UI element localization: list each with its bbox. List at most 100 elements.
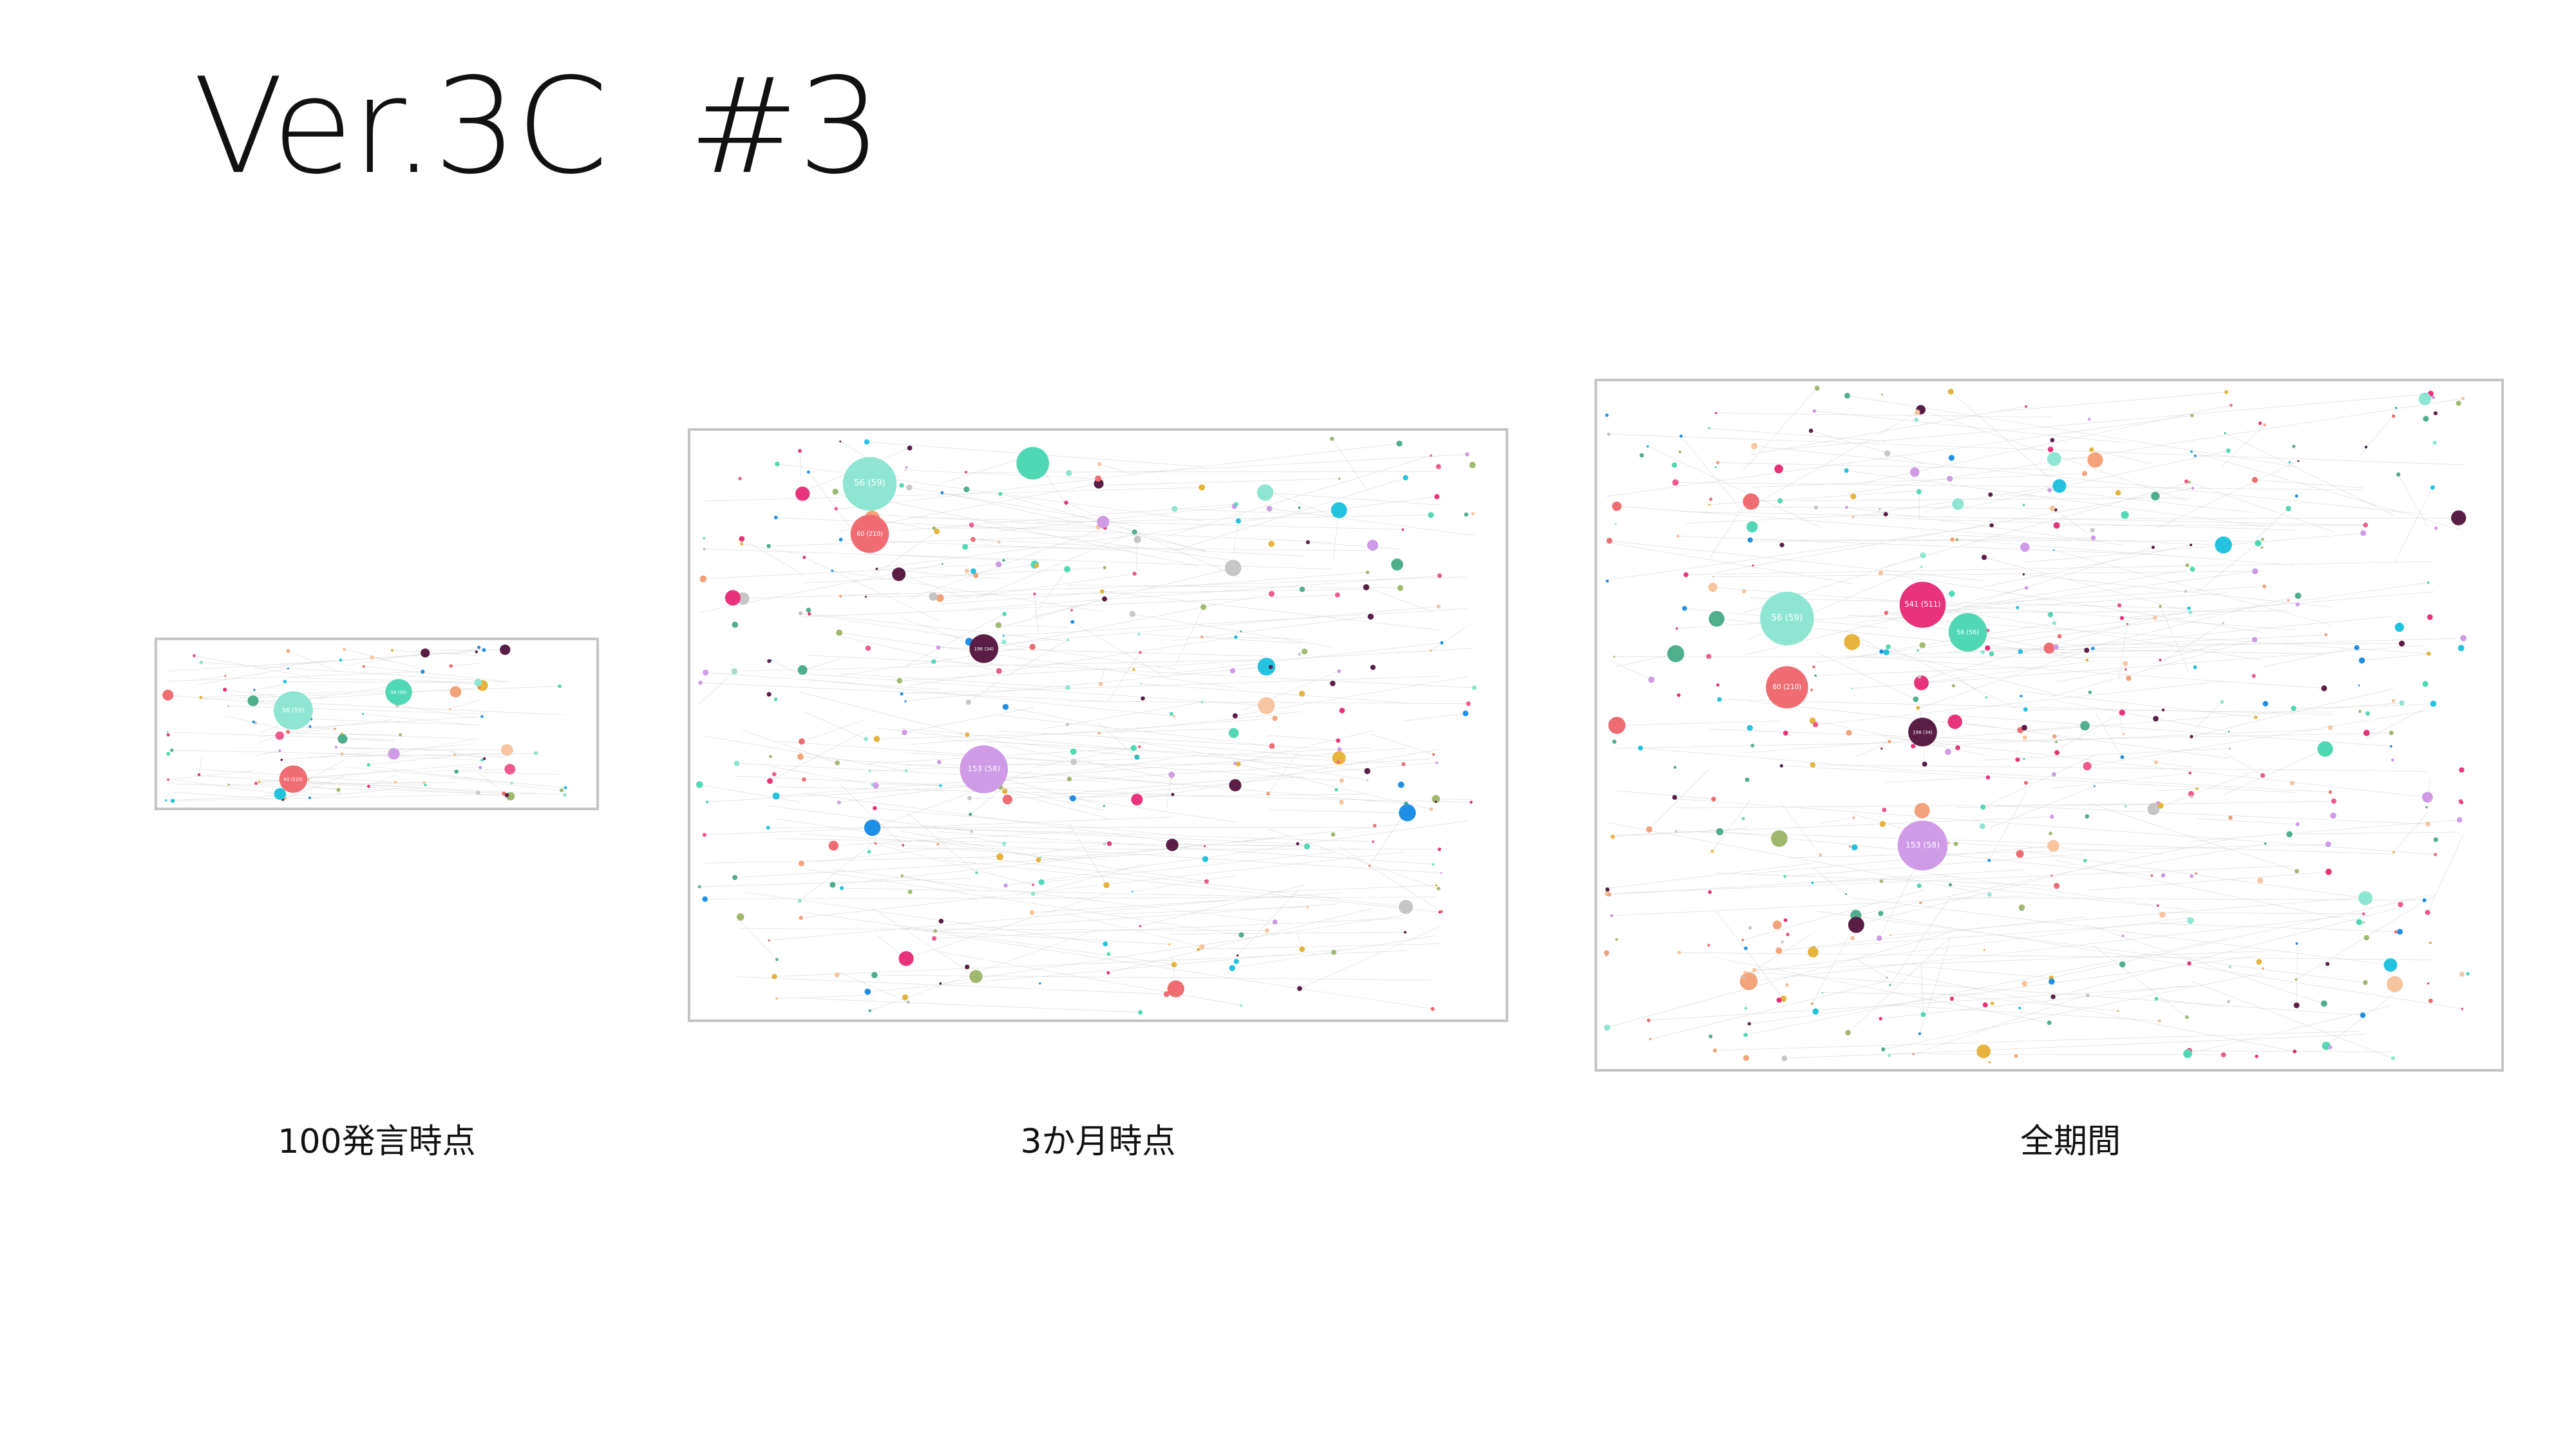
graph-node [1605,541,1609,544]
graph-node [1717,697,1722,702]
graph-node [1888,739,1891,744]
graph-node [703,669,709,676]
graph-node [167,778,170,781]
graph-node [963,486,970,493]
graph-edge [876,728,1137,757]
graph-node [1988,1061,1991,1064]
graph-node [1951,684,1955,688]
graph-node [2263,423,2266,426]
graph-node [1879,649,1884,654]
graph-node [2190,795,2193,799]
graph-node [1199,944,1205,950]
graph-edge [1236,763,1432,810]
graph-edge [1174,508,1308,515]
graph-node [898,951,914,967]
graph-edge [1991,517,2459,520]
graph-node [1953,841,1958,846]
graph-node [772,792,780,800]
graph-edge [1609,433,2464,466]
graph-edge [2049,639,2255,697]
graph-node [2224,432,2226,435]
graph-edge [1709,490,1918,506]
graph-edge [1846,470,2266,527]
graph-node [399,733,402,737]
graph-node [337,734,348,744]
graph-node [1607,432,1611,437]
graph-edge [809,614,1071,642]
graph-edge [1949,535,2224,545]
graph-edge [1269,491,1340,519]
graph-node [1365,571,1370,574]
graph-edge [2087,871,2329,891]
graph-edge [2163,623,2224,661]
graph-edge [776,994,875,999]
graph-edge [838,972,909,1003]
graph-node [1920,552,1926,559]
graph-node [2461,1007,2464,1010]
graph-node [1677,951,1681,955]
graph-node [1103,941,1108,947]
graph-edge [1166,775,1172,808]
graph-node [2356,919,2362,925]
graph-node [1163,991,1170,998]
graph-node [2262,584,2266,589]
graph-node [2460,635,2467,641]
graph-edge [2222,424,2265,467]
graph-node [2121,511,2129,519]
graph-node [2459,767,2465,773]
graph-node [2255,540,2262,547]
graph-node [2184,479,2189,484]
graph-node [2295,978,2298,981]
graph-node [1339,707,1345,714]
graph-node [367,784,371,788]
graph-edge [1745,917,2189,973]
graph-node [1070,620,1075,624]
graph-node [1198,484,1206,491]
graph-edge [1175,607,1204,665]
graph-edge [2358,415,2394,457]
graph-node [2394,930,2398,934]
graph-node [965,699,971,705]
graph-node [975,871,978,875]
graph-node [482,757,486,761]
graph-edge [1743,889,1924,941]
graph-node [474,678,482,687]
graph-node [2328,790,2333,794]
graph-edge [2155,762,2192,768]
graph-node [1436,604,1441,609]
graph-node [2221,1052,2226,1057]
graph-node [2117,603,2122,608]
graph-edge [1880,573,2263,633]
featured-node [969,634,999,663]
graph-edge [1132,614,1334,648]
graph-node [480,759,484,762]
graph-node [797,665,808,675]
graph-node [1987,858,1991,862]
graph-node [1955,538,1959,542]
graph-node [2391,758,2394,762]
graph-node [1741,589,1747,594]
graph-node [1070,748,1077,755]
graph-node [1674,829,1678,833]
graph-edge [1032,569,1068,617]
graph-node [2123,661,2128,667]
graph-edge [874,496,1437,569]
graph-edge [1003,745,1172,779]
graph-node [2161,708,2165,712]
graph-edge [1170,932,1405,934]
graph-node [1709,1034,1713,1039]
graph-edge [1614,790,1714,800]
graph-node [799,916,803,920]
graph-node [1646,445,1649,448]
graph-edge [1913,994,2087,1054]
graph-edge [905,927,1433,1009]
graph-node [1135,754,1139,758]
graph-node [1391,558,1403,571]
graph-edge [1990,494,2056,497]
graph-node [808,612,811,616]
graph-edge [1982,748,2230,761]
graph-node [2159,658,2162,661]
graph-node [839,440,842,442]
featured-node [273,691,313,730]
graph-edge [1613,732,2392,749]
